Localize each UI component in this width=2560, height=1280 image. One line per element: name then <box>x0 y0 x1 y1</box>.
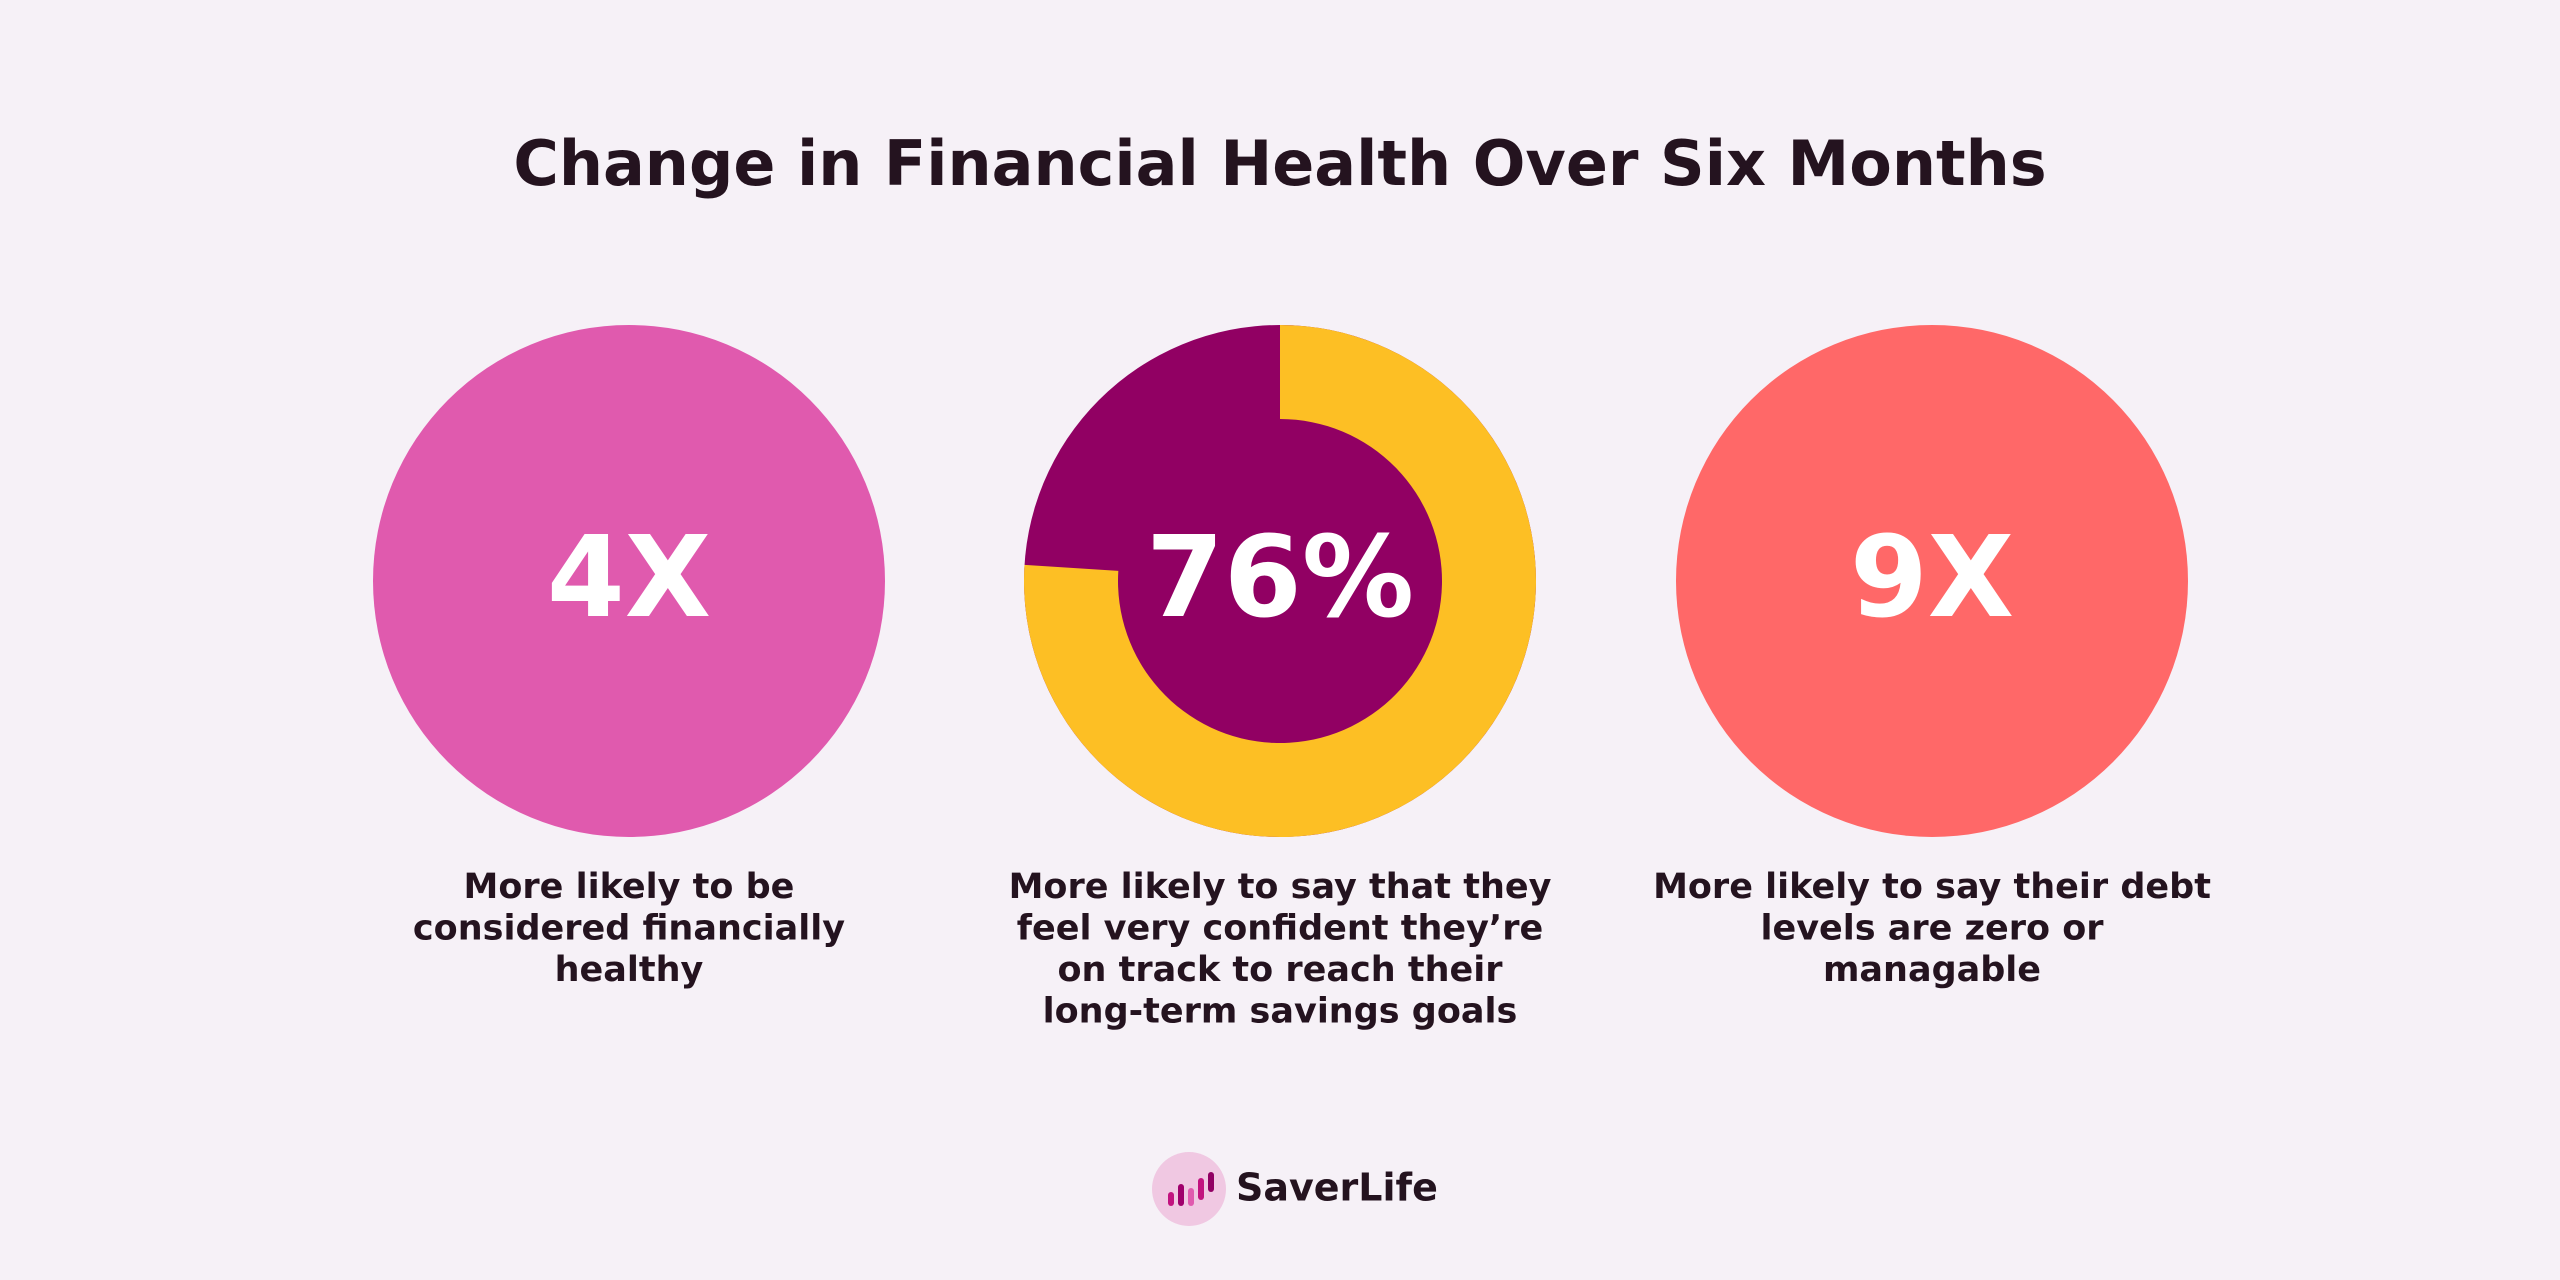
stat-caption: healthy <box>555 950 704 990</box>
logo-bar <box>1168 1192 1174 1206</box>
stat-caption: feel very confident they’re <box>1017 909 1543 949</box>
logo-bar <box>1188 1188 1194 1206</box>
title: Change in Financial Health Over Six Mont… <box>513 127 2046 200</box>
stat-caption: levels are zero or <box>1760 909 2104 949</box>
stat-caption: More likely to say that they <box>1009 867 1552 907</box>
stat-caption: considered financially <box>413 909 845 949</box>
logo-bar <box>1208 1172 1214 1192</box>
stat-caption: More likely to be <box>464 867 795 907</box>
logo-bar <box>1178 1184 1184 1206</box>
logo-bar <box>1198 1178 1204 1200</box>
logo-text: SaverLife <box>1236 1166 1438 1210</box>
logo: SaverLife <box>1152 1152 1438 1226</box>
stat-caption: More likely to say their debt <box>1653 867 2211 907</box>
donut-segment <box>1024 325 1536 837</box>
stat-value: 9X <box>1850 513 2014 643</box>
stat-circle <box>1676 325 2188 837</box>
stat-caption: on track to reach their <box>1057 950 1503 990</box>
stat-circle <box>373 325 885 837</box>
stat-caption: long-term savings goals <box>1043 992 1518 1032</box>
stat-value: 76% <box>1146 513 1414 643</box>
stat-caption: managable <box>1823 950 2041 990</box>
stat-value: 4X <box>547 513 711 643</box>
